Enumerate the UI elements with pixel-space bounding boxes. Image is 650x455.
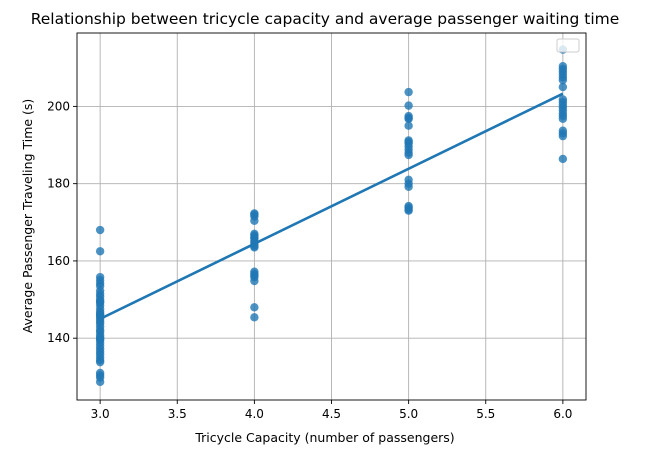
data-point [250, 216, 259, 225]
data-point [404, 87, 413, 97]
x-tick-label: 4.0 [245, 407, 264, 421]
legend-box [556, 38, 580, 53]
x-tick-label: 3.5 [168, 407, 187, 421]
data-point [558, 154, 568, 164]
data-point [250, 276, 259, 286]
y-tick-label: 200 [47, 99, 70, 113]
x-tick-label: 5.0 [399, 407, 418, 421]
chart-title: Relationship between tricycle capacity a… [31, 10, 620, 28]
y-tick-label: 140 [47, 331, 70, 345]
y-axis-label: Average Passenger Traveling Time (s) [20, 99, 35, 334]
x-axis-label: Tricycle Capacity (number of passengers) [194, 430, 454, 445]
data-point [404, 101, 413, 110]
data-point [558, 75, 568, 85]
data-point [558, 114, 568, 123]
data-point [404, 137, 413, 147]
data-point [404, 206, 413, 215]
x-ticks: 3.0 3.5 4.0 4.5 5.0 5.5 6.0 [91, 400, 572, 421]
data-point [95, 334, 105, 344]
data-point [95, 325, 105, 334]
data-point [95, 309, 105, 319]
data-point [558, 131, 568, 141]
data-point [95, 297, 105, 306]
regression-line [99, 92, 564, 321]
y-ticks: 140 160 180 200 [47, 99, 77, 345]
data-point [404, 150, 413, 160]
data-point [95, 225, 105, 235]
y-tick-label: 180 [47, 177, 70, 191]
data-point [404, 121, 413, 130]
x-tick-label: 5.5 [476, 407, 495, 421]
data-point [404, 182, 413, 191]
data-points [95, 45, 568, 387]
data-point [250, 303, 259, 312]
x-tick-label: 4.5 [322, 407, 341, 421]
data-point [250, 313, 259, 322]
data-point [95, 247, 105, 256]
data-point [95, 357, 105, 367]
data-point [558, 82, 568, 92]
x-tick-label: 6.0 [553, 407, 572, 421]
regression-line-group [99, 92, 564, 321]
data-point [95, 377, 105, 387]
grid-lines [77, 33, 586, 400]
x-tick-label: 3.0 [91, 407, 110, 421]
y-tick-label: 160 [47, 254, 70, 268]
data-point [404, 113, 413, 123]
